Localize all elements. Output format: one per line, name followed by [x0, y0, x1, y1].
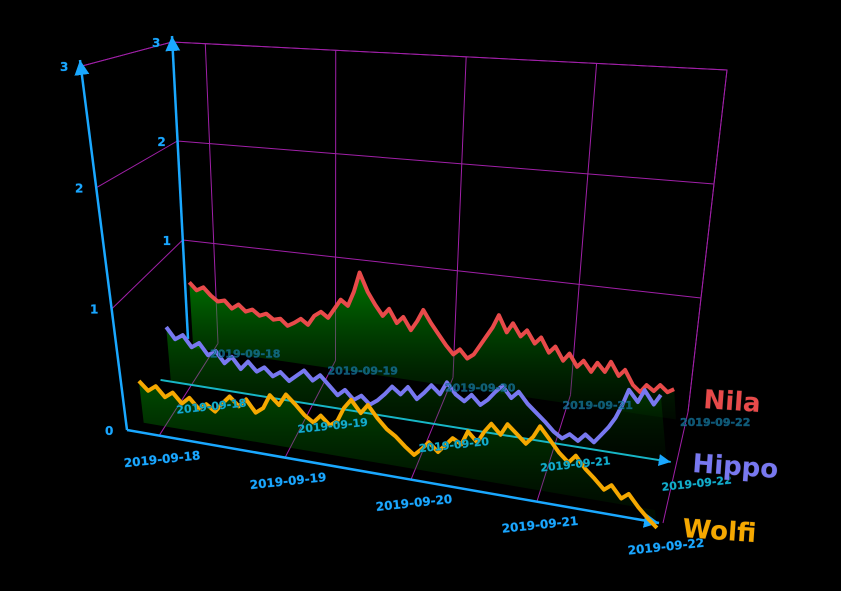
y-tick-label: 1: [90, 303, 98, 317]
side-gridline: [96, 140, 178, 188]
legend-item-nila: Nila: [703, 385, 762, 419]
back-x-tick-label: 2019-09-20: [445, 382, 516, 395]
back-gridline-h: [177, 140, 715, 185]
y-axis-front: [74, 59, 129, 431]
back-x-tick-label: 2019-09-22: [680, 416, 750, 429]
x-tick-label: 2019-09-20: [375, 492, 453, 514]
back-x-tick-label: 2019-09-19: [328, 365, 398, 378]
back-gridline-h: [171, 41, 728, 71]
series-line-hippo: [164, 325, 663, 445]
back-gridline-h: [182, 239, 702, 299]
area-nila: [189, 272, 676, 420]
back-y-tick-label: 2: [157, 135, 165, 149]
y-tick-label: 2: [75, 181, 83, 195]
back-x-tick-label: 2019-09-21: [563, 399, 633, 412]
y-tick-label: 0: [105, 424, 113, 438]
axis-layer: [74, 35, 671, 528]
series-layer: [137, 270, 675, 530]
back-gridline-v: [687, 69, 728, 413]
x-tick-label: 2019-09-21: [501, 514, 579, 536]
back-x-tick-label: 2019-09-18: [210, 347, 280, 360]
back-gridline-v: [204, 43, 219, 344]
y-tick-label: 3: [60, 60, 68, 74]
series-line-nila: [187, 270, 675, 395]
legend: Nila Hippo Wolfi: [681, 385, 780, 550]
back-y-tick-label: 1: [163, 234, 171, 248]
back-gridline-v: [570, 63, 598, 395]
floor-gridline: [662, 411, 689, 524]
x-axis-front: [126, 428, 660, 528]
legend-item-hippo: Hippo: [692, 449, 780, 485]
back-y-tick-label: 3: [152, 36, 160, 50]
side-gridline: [81, 41, 173, 67]
y-axis-back: [165, 35, 190, 340]
legend-item-wolfi: Wolfi: [682, 514, 758, 549]
x-tick-label: 2019-09-19: [249, 470, 327, 492]
back-gridline-v: [452, 56, 467, 378]
x-tick-label: 2019-09-18: [123, 448, 201, 470]
area-wolfi: [138, 381, 657, 528]
side-gridline: [111, 239, 184, 310]
x-axis-mid: [160, 378, 671, 466]
series-line-wolfi: [137, 379, 659, 530]
